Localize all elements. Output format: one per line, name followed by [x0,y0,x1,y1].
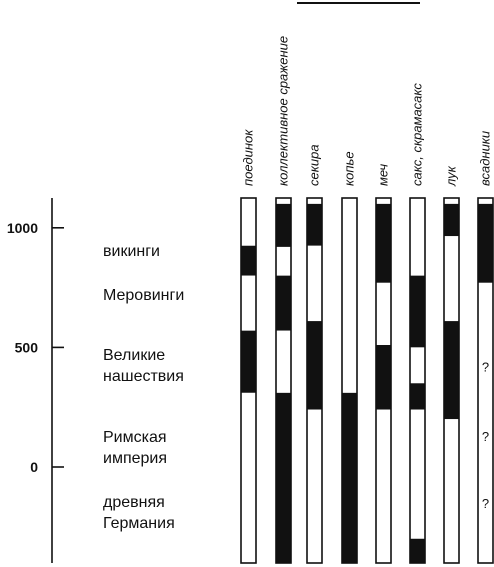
period-present-bar [307,321,322,410]
period-present-bar [444,321,459,420]
period-present-bar [342,392,357,563]
column-frame [409,197,426,564]
era-labels: викинги Меровинги Великие нашествия Римская и… [103,243,184,532]
axis-tick-label: 1000 [7,220,38,236]
period-present-bar [276,275,291,331]
weapon-column: меч [375,164,392,564]
column-label: всадники [478,131,493,186]
period-absent-bar [410,203,425,276]
period-absent-bar [376,282,391,346]
weapon-columns: поединок коллективное сражение секира копье… [240,36,494,564]
period-present-bar [410,275,425,348]
era-label: Великие [103,347,165,364]
column-label: секира [307,144,322,186]
column-frame [240,197,257,564]
period-present-bar [444,203,459,237]
era-label: Римская [103,429,167,446]
period-absent-bar [410,347,425,384]
era-label: Германия [103,515,175,532]
weapon-column: всадники??? [477,131,494,564]
period-present-bar [410,538,425,563]
column-label: сакс, скрамасакс [410,83,425,186]
period-absent-bar [276,330,291,393]
column-frame [275,197,292,564]
column-frame [443,197,460,564]
period-present-bar [376,203,391,283]
column-frame [375,197,392,564]
period-absent-bar [410,409,425,539]
period-present-bar [478,203,493,283]
period-present-bar [276,203,291,247]
weapon-column: лук [443,165,460,564]
period-absent-bar [241,275,256,331]
period-absent-bar [342,203,357,393]
weapon-column: сакс, скрамасакс [409,83,426,564]
column-label: лук [444,165,459,187]
period-absent-bar [478,282,493,563]
period-present-bar [241,330,256,393]
axis-tick-label: 0 [30,459,38,475]
era-label: викинги [103,243,160,260]
time-axis: 1000 500 0 [7,198,64,563]
era-label: империя [103,450,167,467]
weapon-column: секира [306,144,323,564]
period-present-bar [307,203,322,246]
period-absent-bar [307,245,322,322]
period-present-bar [241,245,256,276]
era-label: древняя [103,494,165,511]
uncertain-mark: ? [482,496,489,511]
column-label: меч [376,164,391,186]
period-absent-bar [241,392,256,563]
period-absent-bar [241,203,256,246]
weapon-column: коллективное сражение [275,36,292,564]
period-absent-bar [376,409,391,563]
uncertain-mark: ? [482,429,489,444]
period-absent-bar [444,236,459,322]
column-label: поединок [241,129,256,186]
period-absent-bar [276,246,291,276]
axis-tick-label: 500 [15,339,39,355]
column-frame [477,197,494,564]
weapon-column: поединок [240,129,257,564]
uncertain-mark: ? [482,360,489,375]
column-frame [341,197,358,564]
column-frame [306,197,323,564]
era-label: Меровинги [103,287,184,304]
weapon-column: копье [341,151,358,564]
period-absent-bar [307,409,322,563]
period-absent-bar [444,419,459,563]
column-label: коллективное сражение [276,36,291,186]
column-label: копье [342,151,357,186]
era-label: нашествия [103,368,184,385]
period-present-bar [376,345,391,410]
period-present-bar [410,383,425,410]
period-present-bar [276,392,291,563]
